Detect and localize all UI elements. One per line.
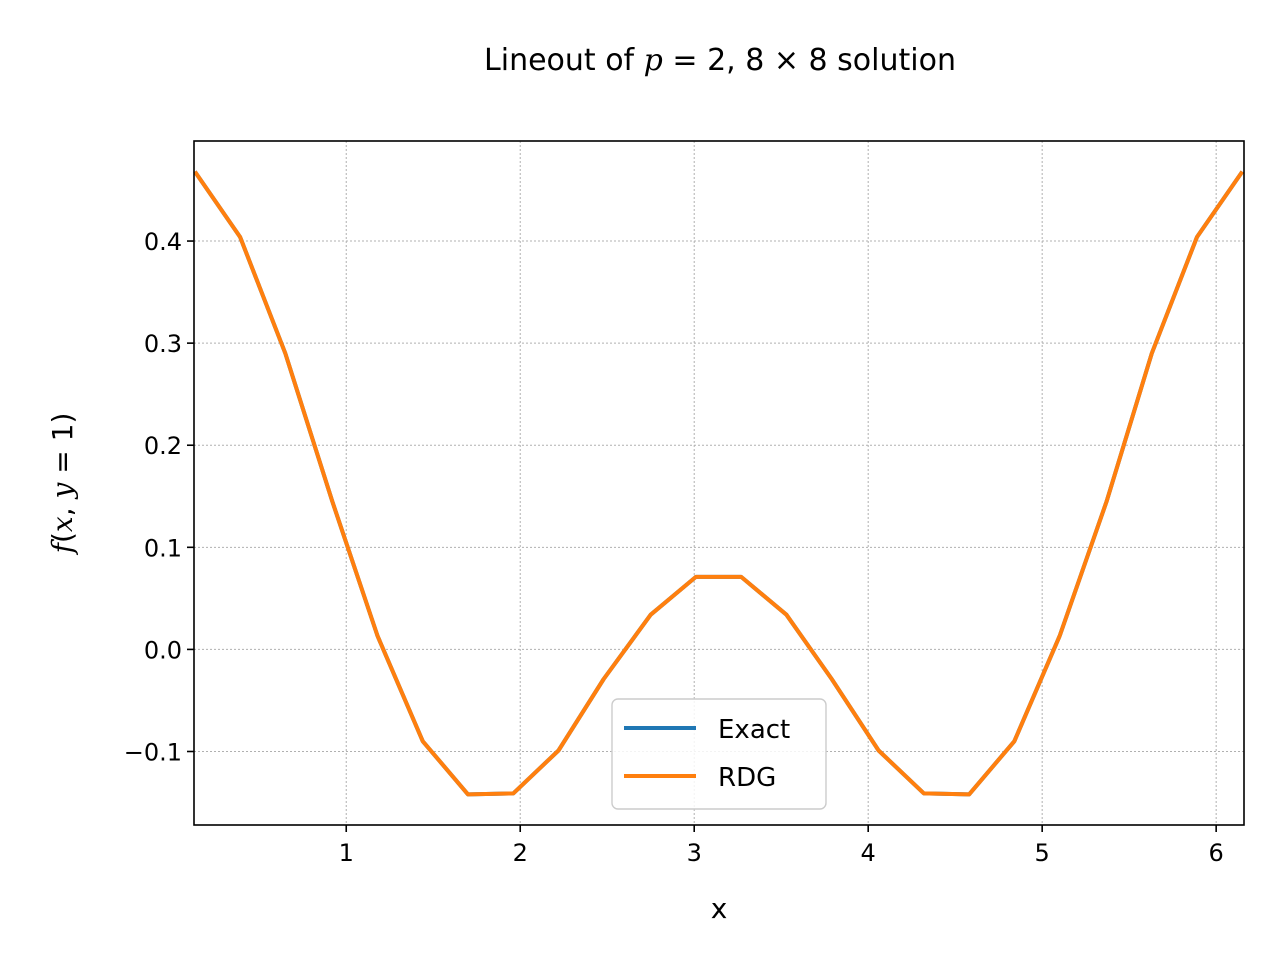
legend-label-exact: Exact — [718, 715, 790, 745]
y-tick-label: 0.0 — [144, 636, 182, 664]
y-axis-label: f(x, y = 1) — [46, 413, 79, 556]
x-tick-label: 1 — [339, 839, 354, 867]
x-tick-label: 3 — [687, 839, 702, 867]
plot-area-frame — [193, 140, 1245, 826]
y-tick-label: 0.3 — [144, 330, 182, 358]
y-tick-label: −0.1 — [124, 738, 182, 766]
x-tick-label: 2 — [513, 839, 528, 867]
legend-label-rdg: RDG — [718, 763, 776, 793]
x-tick-label: 6 — [1209, 839, 1224, 867]
y-tick-label: 0.2 — [144, 432, 182, 460]
y-tick-label: 0.4 — [144, 228, 182, 256]
y-tick-label: 0.1 — [144, 534, 182, 562]
axis-ticks: 1 2 3 4 5 6 −0.1 0.0 0.1 0.2 0.3 0.4 — [124, 228, 1224, 867]
legend: Exact RDG — [611, 698, 827, 810]
x-tick-label: 4 — [861, 839, 876, 867]
series-group — [193, 170, 1244, 797]
chart-title: Lineout of p = 2, 8 × 8 solution — [484, 43, 956, 78]
x-axis-label: x — [711, 892, 728, 925]
series-line-rdg — [193, 170, 1244, 797]
x-tick-label: 5 — [1035, 839, 1050, 867]
